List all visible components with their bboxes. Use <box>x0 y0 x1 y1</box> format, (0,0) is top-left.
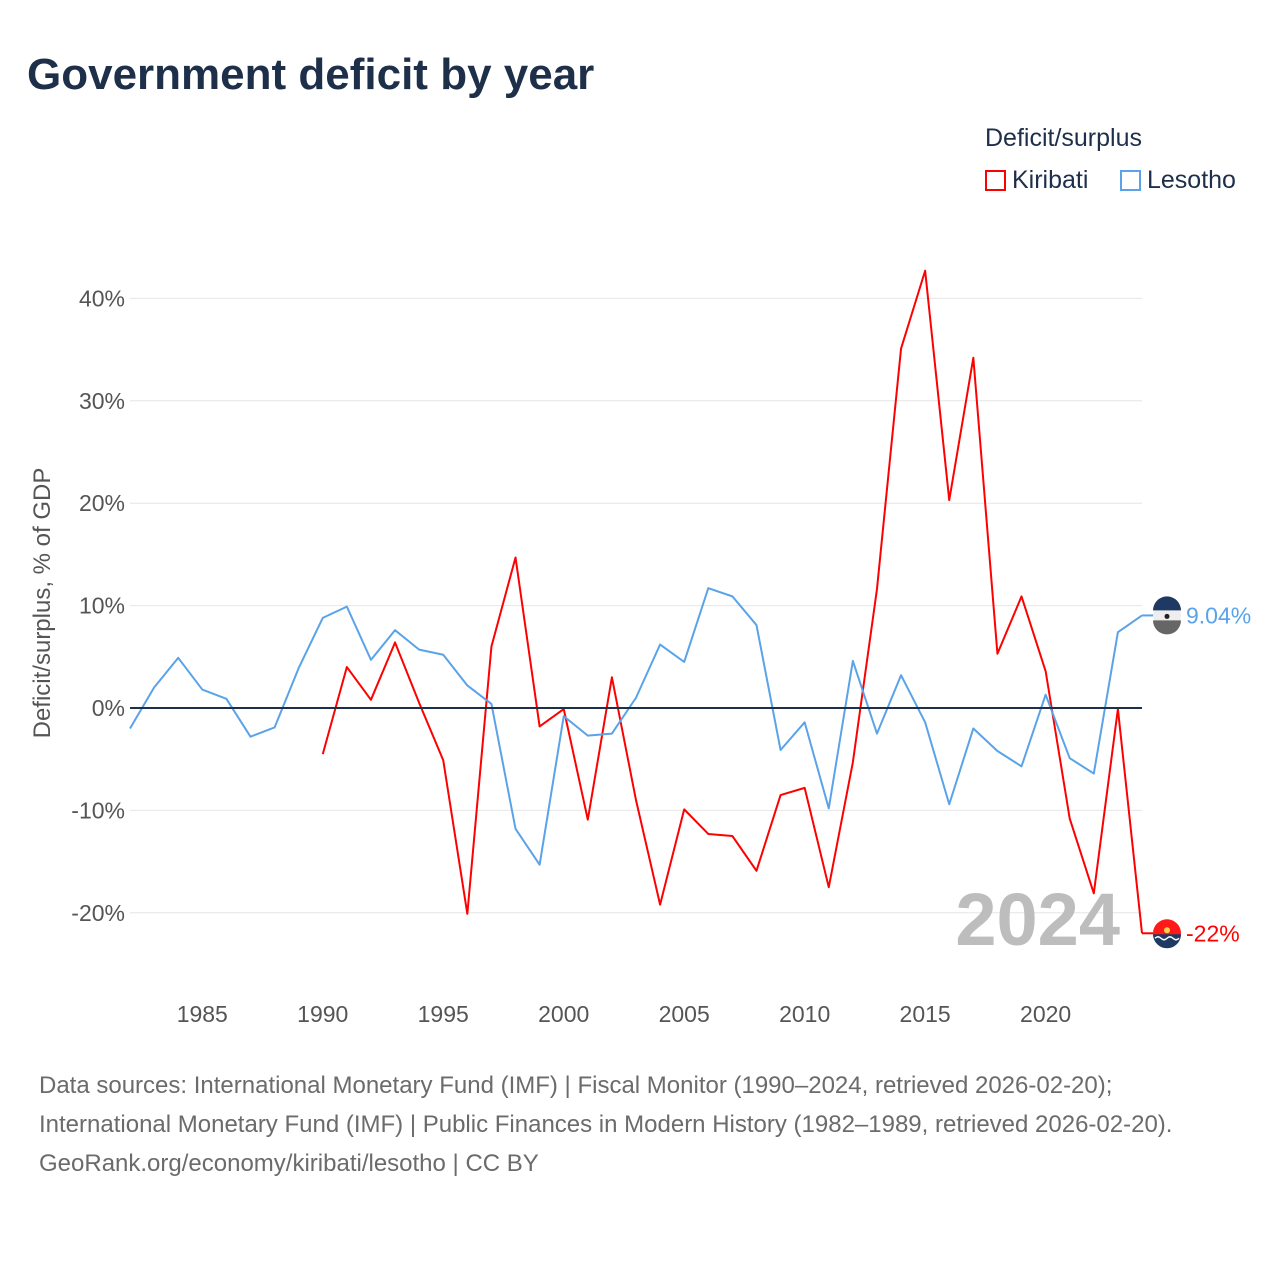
x-tick-label: 1990 <box>297 1001 348 1027</box>
x-tick-label: 2000 <box>538 1001 589 1027</box>
x-tick-label: 1985 <box>177 1001 228 1027</box>
flag-top <box>1153 596 1181 611</box>
flag-bottom <box>1153 620 1181 635</box>
line-chart: -20% -10% 0% 10% 20% 30% 40% 1985 1990 1995 2000 20… <box>29 269 1251 1027</box>
y-tick-label: -20% <box>71 900 125 926</box>
credit-link[interactable]: GeoRank.org/economy/kiribati/lesotho | C… <box>39 1150 539 1177</box>
y-tick-label: 20% <box>79 490 125 516</box>
year-watermark: 2024 <box>955 878 1120 961</box>
y-axis-label: Deficit/surplus, % of GDP <box>29 468 56 739</box>
legend-label: Kiribati <box>1012 166 1089 194</box>
end-value-label: 9.04% <box>1186 602 1251 628</box>
y-tick-label: 0% <box>92 695 125 721</box>
legend-title: Deficit/surplus <box>985 124 1142 152</box>
y-tick-label: -10% <box>71 797 125 823</box>
footer: Data sources: International Monetary Fun… <box>39 1066 1239 1183</box>
flag-hat <box>1164 613 1170 619</box>
data-sources: Data sources: International Monetary Fun… <box>39 1072 1173 1138</box>
x-tick-label: 2015 <box>900 1001 951 1027</box>
y-tick-label: 30% <box>79 388 125 414</box>
series-line-kiribati <box>321 269 1143 934</box>
y-tick-label: 40% <box>79 285 125 311</box>
legend-label: Lesotho <box>1147 166 1236 194</box>
x-tick-label: 2005 <box>659 1001 710 1027</box>
chart-title: Government deficit by year <box>27 50 595 99</box>
y-tick-label: 10% <box>79 593 125 619</box>
legend-swatch <box>1120 170 1141 191</box>
lesotho-flag-icon <box>1153 596 1181 635</box>
legend-swatch <box>985 170 1006 191</box>
legend-item-kiribati[interactable]: Kiribati <box>985 166 1088 195</box>
x-tick-label: 2020 <box>1020 1001 1071 1027</box>
flag-wave <box>1154 936 1180 941</box>
end-value-label: -22% <box>1186 920 1240 946</box>
series-line-lesotho <box>129 587 1143 866</box>
kiribati-flag-icon <box>1153 919 1181 949</box>
x-tick-label: 1995 <box>418 1001 469 1027</box>
x-tick-label: 2010 <box>779 1001 830 1027</box>
flag-sun <box>1164 927 1170 934</box>
legend-item-lesotho[interactable]: Lesotho <box>1120 166 1236 195</box>
